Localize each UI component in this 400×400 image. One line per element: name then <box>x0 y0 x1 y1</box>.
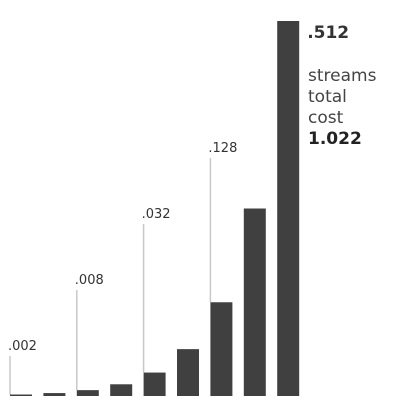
bar-0 <box>10 394 32 396</box>
legend-line-streams: streams <box>308 66 377 86</box>
bar-6 <box>210 302 233 396</box>
bar-5 <box>177 349 199 396</box>
bars <box>10 21 300 396</box>
legend: streams total cost 1.022 <box>308 66 376 150</box>
bar-7 <box>243 208 266 396</box>
bar-3 <box>110 384 133 396</box>
bar-1 <box>43 393 66 396</box>
bar-4 <box>143 372 166 396</box>
bar-8 <box>277 21 300 396</box>
legend-total-value: 1.022 <box>308 129 362 149</box>
value-label-4: .032 <box>142 207 171 222</box>
value-label-2: .008 <box>75 273 104 288</box>
value-label-0: .002 <box>8 339 37 354</box>
value-label-6: .128 <box>208 141 237 156</box>
legend-line-cost: cost <box>308 108 344 128</box>
value-labels: .002 .008 .032 .128 .512 <box>8 23 349 354</box>
bar-2 <box>76 390 99 396</box>
value-label-8: .512 <box>307 23 349 43</box>
legend-line-total: total <box>308 87 347 107</box>
